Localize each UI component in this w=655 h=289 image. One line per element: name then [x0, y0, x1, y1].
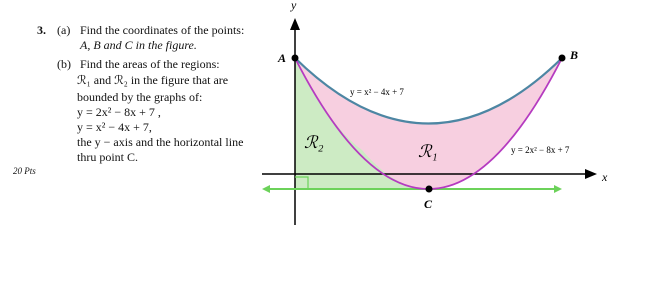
curve-label: y = x² − 4x + 7 [350, 87, 404, 97]
region-label: ℛ₁ [418, 142, 437, 161]
point [558, 54, 566, 62]
text-line: bounded by the graphs of: [77, 90, 203, 104]
problem-number: 3. [37, 23, 46, 37]
point [425, 185, 433, 193]
point-label: B [569, 48, 578, 62]
equation: y = x² − 4x + 7, [77, 120, 152, 134]
text-line: the y − axis and the horizontal line [77, 135, 244, 149]
points: 20 Pts [13, 166, 36, 176]
point [291, 54, 299, 62]
arrow [290, 18, 300, 30]
region-label: ℛ₂ [304, 133, 324, 152]
arrow [585, 169, 597, 179]
text-line: Find the coordinates of the points: [80, 23, 245, 37]
region-r2 [295, 58, 429, 189]
axis-label: y [290, 0, 297, 12]
part-label: (a) [57, 23, 71, 37]
equation: y = 2x² − 8x + 7 , [77, 105, 161, 119]
point-label: A [277, 51, 286, 65]
arrow [262, 185, 270, 193]
part-label: (b) [57, 57, 71, 71]
right-angle [295, 176, 309, 189]
curve-upper [294, 57, 563, 125]
text-line: ℛ₁ and ℛ₂ in the figure that are [77, 73, 229, 87]
text-line: Find the areas of the regions: [80, 57, 220, 71]
curve-label: y = 2x² − 8x + 7 [511, 145, 570, 155]
point-label: C [424, 197, 433, 211]
text-line: A, B and C in the figure. [80, 38, 197, 52]
arrow [554, 185, 562, 193]
axis-label: x [601, 170, 608, 184]
text-line: thru point C. [77, 150, 139, 164]
